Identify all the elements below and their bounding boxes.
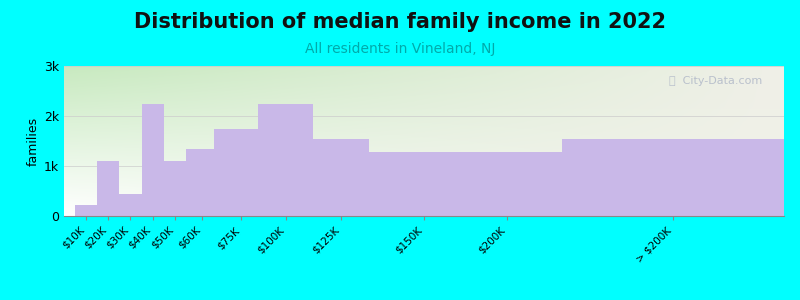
Text: Distribution of median family income in 2022: Distribution of median family income in …	[134, 12, 666, 32]
Bar	[98, 161, 119, 216]
Y-axis label: families: families	[27, 116, 40, 166]
Bar	[164, 161, 186, 216]
Bar	[119, 194, 142, 216]
Text: ⓘ  City-Data.com: ⓘ City-Data.com	[669, 76, 762, 86]
Bar	[186, 148, 219, 216]
Bar	[258, 103, 314, 216]
Bar	[214, 128, 269, 216]
Text: All residents in Vineland, NJ: All residents in Vineland, NJ	[305, 42, 495, 56]
Bar	[369, 152, 479, 216]
Bar	[314, 139, 369, 216]
Bar	[75, 205, 98, 216]
Bar	[452, 152, 562, 216]
Bar	[142, 103, 164, 216]
Bar	[562, 139, 784, 216]
